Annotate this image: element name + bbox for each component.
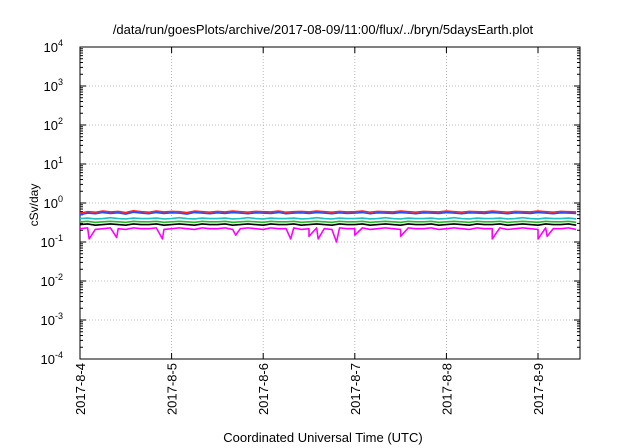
x-tick-label: 2017-8-4 xyxy=(73,363,88,415)
x-axis-label: Coordinated Universal Time (UTC) xyxy=(223,430,422,445)
series-line xyxy=(80,216,577,220)
y-tick-label: 102 xyxy=(44,116,63,133)
series-line xyxy=(80,223,577,226)
y-tick-label: 104 xyxy=(44,38,63,55)
x-tick-label: 2017-8-6 xyxy=(256,363,271,415)
x-tick-label: 2017-8-5 xyxy=(165,363,180,415)
y-tick-labels: 104 103 102 101 100 10-1 10-2 10-3 10-4 xyxy=(41,38,63,367)
y-tick-label: 10-2 xyxy=(41,272,63,289)
series-group xyxy=(80,210,577,243)
x-tick-label: 2017-8-7 xyxy=(348,363,363,415)
y-tick-label: 101 xyxy=(44,155,63,172)
series-line xyxy=(80,211,577,216)
x-tick-label: 2017-8-9 xyxy=(531,363,546,415)
series-line xyxy=(80,210,577,214)
grid-lines xyxy=(80,47,580,359)
chart-title: /data/run/goesPlots/archive/2017-08-09/1… xyxy=(113,22,534,37)
series-line xyxy=(80,220,577,224)
x-tick-labels: 2017-8-4 2017-8-5 2017-8-6 2017-8-7 2017-8-8… xyxy=(73,363,546,415)
y-tick-label: 10-3 xyxy=(41,311,63,328)
y-tick-label: 10-4 xyxy=(41,350,63,367)
series-line xyxy=(80,227,577,243)
y-tick-label: 10-1 xyxy=(41,233,63,250)
y-axis-label: cSv/day xyxy=(27,184,41,227)
y-tick-label: 100 xyxy=(44,194,63,211)
y-tick-label: 103 xyxy=(44,77,63,94)
x-tick-label: 2017-8-8 xyxy=(439,363,454,415)
axis-ticks xyxy=(79,46,580,360)
